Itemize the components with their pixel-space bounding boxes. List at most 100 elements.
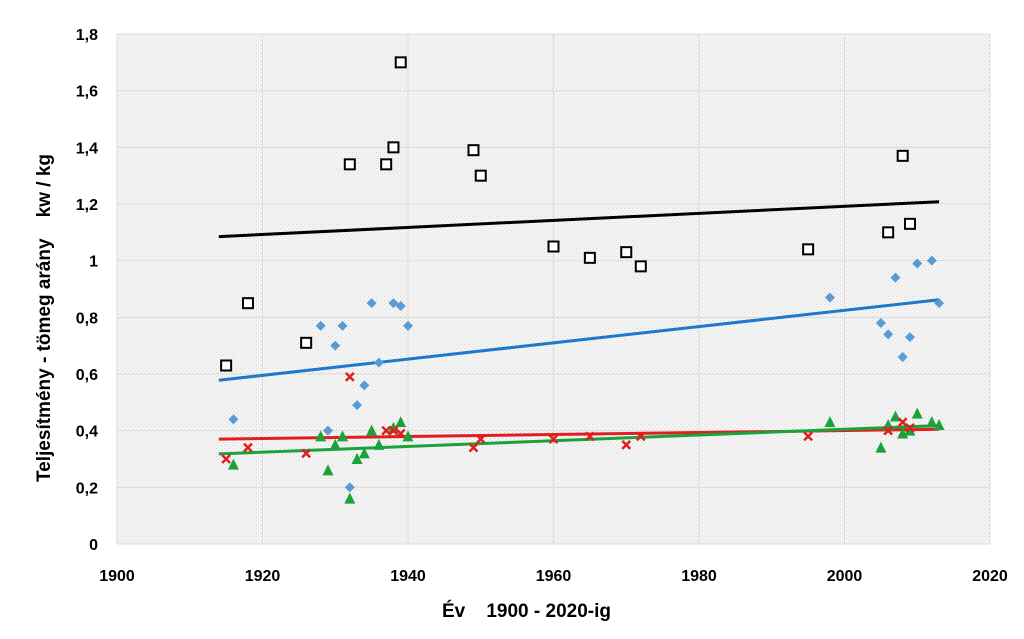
triangle-point [904,424,916,436]
y-tick-label: 1,8 [76,27,98,44]
square-point [583,251,596,264]
triangle-point [351,453,363,464]
diamond-point [359,380,370,391]
triangle-point [337,430,349,442]
square-point [620,246,633,259]
y-tick-label: 1 [89,254,98,271]
triangle-point [315,430,327,442]
diamond-point [897,352,908,362]
x-tick-label: 1960 [536,568,572,585]
diamond-point [824,292,835,303]
x-point [243,442,253,453]
square-point [802,243,815,256]
y-tick-labels: 0 0,2 0,4 0,6 0,8 1 1,2 1,4 1,6 1,8 [76,27,98,554]
triangle-point [875,441,887,453]
diamond-point [904,332,915,343]
x-tick-labels: 1900 1920 1940 1960 1980 2000 2020 [99,568,1008,585]
y-tick-label: 0,2 [76,480,98,497]
triangle-point [366,424,378,436]
x-point [301,448,312,459]
square-point [220,359,233,372]
square-point [634,260,647,273]
x-point [221,454,232,464]
square-point [300,336,313,349]
x-point [548,434,559,445]
x-tick-label: 1940 [390,568,426,585]
triangle-point [329,438,341,450]
triangle-point [322,464,334,476]
triangle-point [344,492,356,504]
x-point [381,425,392,436]
diamond-point [403,320,413,331]
square-point [343,158,356,171]
triangle-point [227,458,239,470]
x-point [395,428,406,439]
diamond-point [366,298,377,309]
diamond-point [395,301,406,311]
y-tick-label: 0,4 [76,424,98,441]
square-point [467,144,480,157]
x-point [468,442,479,453]
x-point [475,434,486,445]
x-point [621,439,632,450]
diamond-point [228,414,239,425]
x-tick-label: 2020 [972,568,1008,585]
diamond-point [315,320,326,331]
diamond-point [890,272,901,283]
trendline [218,200,940,239]
y-tick-label: 1,4 [76,140,98,157]
square-point [474,169,487,182]
square-point [241,297,254,310]
triangle-point [897,427,909,439]
square-point [380,158,393,171]
triangle-point [373,438,385,450]
square-point [547,240,560,253]
y-tick-label: 0,8 [76,310,98,327]
x-tick-label: 1920 [245,568,281,585]
triangle-point [402,430,414,442]
y-tick-label: 1,2 [76,197,98,214]
x-point [905,422,915,433]
diamond-point [883,329,894,340]
square-point [394,56,407,69]
y-axis-title: Teljesítmény - tömeg arány kw / kg [34,154,55,482]
diamond-point [373,357,384,368]
diamond-point [926,255,937,266]
y-tick-label: 1,6 [76,84,98,101]
diamond-point [934,298,945,309]
x-point [344,371,355,382]
y-tick-label: 0 [89,537,98,554]
triangle-point [926,416,938,428]
diamond-point [344,482,355,493]
square-point [896,149,909,162]
x-tick-label: 1900 [99,568,135,585]
square-point [903,217,916,230]
x-point [584,431,595,442]
diamond-point [875,318,886,328]
diamond-point [352,400,363,411]
diamond-point [912,258,923,269]
diamond-point [322,425,333,436]
triangle-point [933,419,945,430]
diamond-point [388,298,399,309]
trendline [218,298,940,382]
square-point [882,226,895,239]
x-tick-label: 1980 [681,568,717,585]
x-point [635,431,646,442]
triangle-point [824,416,836,428]
x-point [388,425,399,436]
x-point [803,431,814,442]
x-point [883,425,894,436]
data-points [220,56,945,504]
triangle-point [395,416,407,428]
triangle-point [358,447,370,459]
x-axis-title: Év 1900 - 2020-ig [442,600,611,622]
diamond-point [330,340,341,351]
square-point [387,141,400,154]
gridlines [116,33,991,545]
triangle-point [911,407,923,419]
diamond-point [337,320,348,331]
x-tick-label: 2000 [827,568,863,585]
y-tick-label: 0,6 [76,367,98,384]
